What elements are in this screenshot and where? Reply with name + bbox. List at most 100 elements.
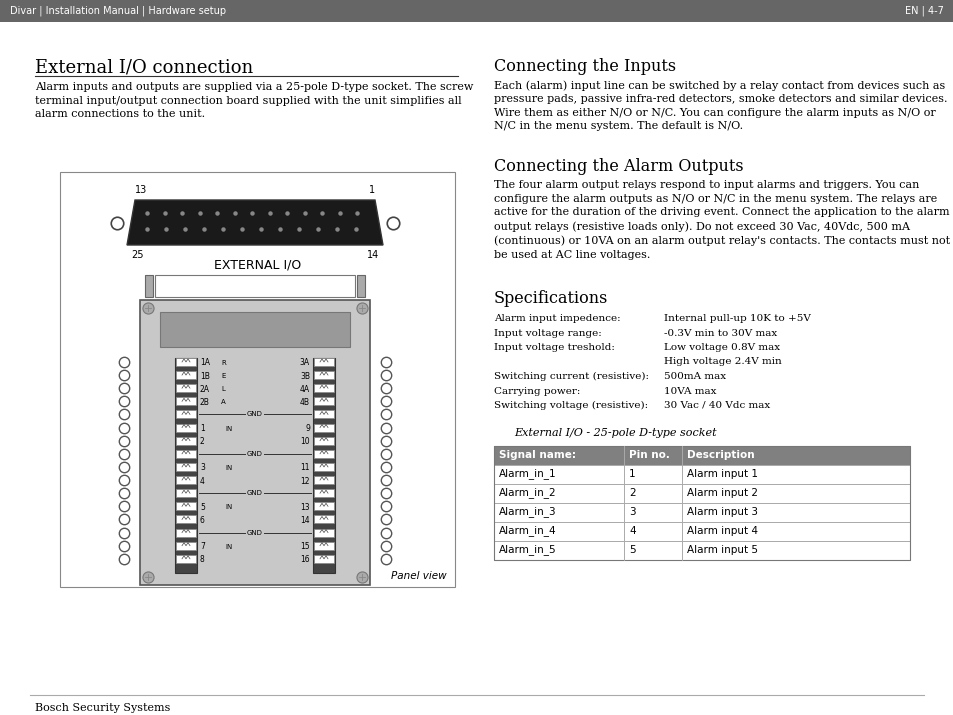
Text: 2: 2: [200, 437, 205, 446]
Bar: [314, 476, 334, 484]
Text: Alarm inputs and outputs are supplied via a 25-pole D-type socket. The screw
ter: Alarm inputs and outputs are supplied vi…: [35, 82, 473, 119]
Text: Alarm input 2: Alarm input 2: [686, 488, 758, 498]
Bar: [175, 463, 195, 471]
Text: GND: GND: [247, 451, 263, 457]
Text: 3B: 3B: [299, 372, 310, 380]
Text: Each (alarm) input line can be switched by a relay contact from devices such as
: Each (alarm) input line can be switched …: [494, 80, 946, 132]
Text: IN: IN: [225, 543, 232, 550]
Bar: [175, 528, 195, 536]
Bar: [356, 275, 365, 297]
Text: Internal pull-up 10K to +5V: Internal pull-up 10K to +5V: [663, 314, 810, 323]
Bar: [314, 503, 334, 511]
Bar: [175, 410, 195, 418]
Bar: [314, 384, 334, 393]
Text: Description: Description: [686, 450, 754, 460]
Text: 13: 13: [300, 503, 310, 512]
Bar: [494, 521, 909, 541]
Text: 3: 3: [628, 507, 635, 517]
Text: 5: 5: [628, 545, 635, 555]
Bar: [60, 172, 455, 587]
Text: 15: 15: [300, 542, 310, 551]
Text: 8: 8: [200, 556, 205, 564]
Text: 9: 9: [305, 424, 310, 433]
Text: R: R: [221, 360, 226, 366]
Bar: [314, 528, 334, 536]
Text: IN: IN: [225, 425, 232, 432]
Text: GND: GND: [247, 530, 263, 536]
Text: Alarm_in_4: Alarm_in_4: [498, 526, 556, 536]
Text: 25: 25: [131, 250, 143, 260]
Text: GND: GND: [247, 411, 263, 418]
Text: 2: 2: [628, 488, 635, 498]
Bar: [494, 541, 909, 560]
Text: Input voltage range:: Input voltage range:: [494, 328, 601, 337]
Text: 7: 7: [200, 542, 205, 551]
Text: Signal name:: Signal name:: [498, 450, 576, 460]
Text: Specifications: Specifications: [494, 290, 608, 307]
Text: IN: IN: [225, 504, 232, 511]
Bar: [314, 516, 334, 523]
Text: 4: 4: [628, 526, 635, 536]
Bar: [140, 300, 370, 585]
Text: 12: 12: [300, 477, 310, 485]
Bar: [314, 555, 334, 563]
Text: 3A: 3A: [299, 358, 310, 368]
Polygon shape: [127, 200, 382, 245]
Text: Alarm_in_5: Alarm_in_5: [498, 545, 556, 556]
Text: Panel view: Panel view: [391, 571, 447, 581]
Text: IN: IN: [225, 465, 232, 471]
Text: 11: 11: [300, 463, 310, 473]
Bar: [175, 423, 195, 432]
Bar: [175, 503, 195, 511]
Bar: [175, 437, 195, 445]
Text: A: A: [221, 399, 226, 405]
Bar: [314, 398, 334, 405]
Text: 4B: 4B: [299, 398, 310, 407]
Text: 1A: 1A: [200, 358, 210, 368]
Text: L: L: [221, 386, 225, 393]
Text: The four alarm output relays respond to input alarms and triggers. You can
confi: The four alarm output relays respond to …: [494, 180, 949, 260]
Bar: [314, 463, 334, 471]
Bar: [174, 358, 196, 573]
Text: 500mA max: 500mA max: [663, 372, 725, 381]
Text: GND: GND: [247, 490, 263, 496]
Bar: [0, 0, 953, 22]
Text: Connecting the Inputs: Connecting the Inputs: [494, 58, 676, 75]
Text: 30 Vac / 40 Vdc max: 30 Vac / 40 Vdc max: [663, 401, 769, 410]
Text: Switching current (resistive):: Switching current (resistive):: [494, 372, 648, 381]
Bar: [175, 371, 195, 379]
Text: Pin no.: Pin no.: [628, 450, 669, 460]
Bar: [175, 476, 195, 484]
Text: 4A: 4A: [299, 385, 310, 394]
Text: Carrying power:: Carrying power:: [494, 387, 579, 395]
Text: 10VA max: 10VA max: [663, 387, 716, 395]
Text: 14: 14: [366, 250, 378, 260]
Bar: [314, 358, 334, 366]
Text: 6: 6: [200, 516, 205, 525]
Text: 1: 1: [628, 469, 635, 479]
Text: Alarm input 3: Alarm input 3: [686, 507, 758, 517]
Bar: [314, 489, 334, 497]
Text: 5: 5: [200, 503, 205, 512]
Text: 10: 10: [300, 437, 310, 446]
Text: 2B: 2B: [200, 398, 210, 407]
Text: External I/O - 25-pole D-type socket: External I/O - 25-pole D-type socket: [514, 428, 716, 438]
Text: Bosch Security Systems: Bosch Security Systems: [35, 703, 171, 713]
Bar: [313, 358, 335, 573]
Text: High voltage 2.4V min: High voltage 2.4V min: [663, 358, 781, 367]
Text: Alarm input 5: Alarm input 5: [686, 545, 758, 555]
Bar: [175, 384, 195, 393]
Bar: [494, 483, 909, 503]
Text: Alarm input impedence:: Alarm input impedence:: [494, 314, 620, 323]
Text: Divar | Installation Manual | Hardware setup: Divar | Installation Manual | Hardware s…: [10, 6, 226, 16]
Bar: [494, 465, 909, 483]
Text: EXTERNAL I/O: EXTERNAL I/O: [213, 259, 301, 272]
Text: Alarm input 4: Alarm input 4: [686, 526, 758, 536]
Text: Switching voltage (resistive):: Switching voltage (resistive):: [494, 401, 647, 410]
Text: E: E: [221, 373, 225, 379]
Text: Low voltage 0.8V max: Low voltage 0.8V max: [663, 343, 780, 352]
Text: 2A: 2A: [200, 385, 210, 394]
Text: 4: 4: [200, 477, 205, 485]
Bar: [314, 410, 334, 418]
Text: Alarm input 1: Alarm input 1: [686, 469, 758, 479]
